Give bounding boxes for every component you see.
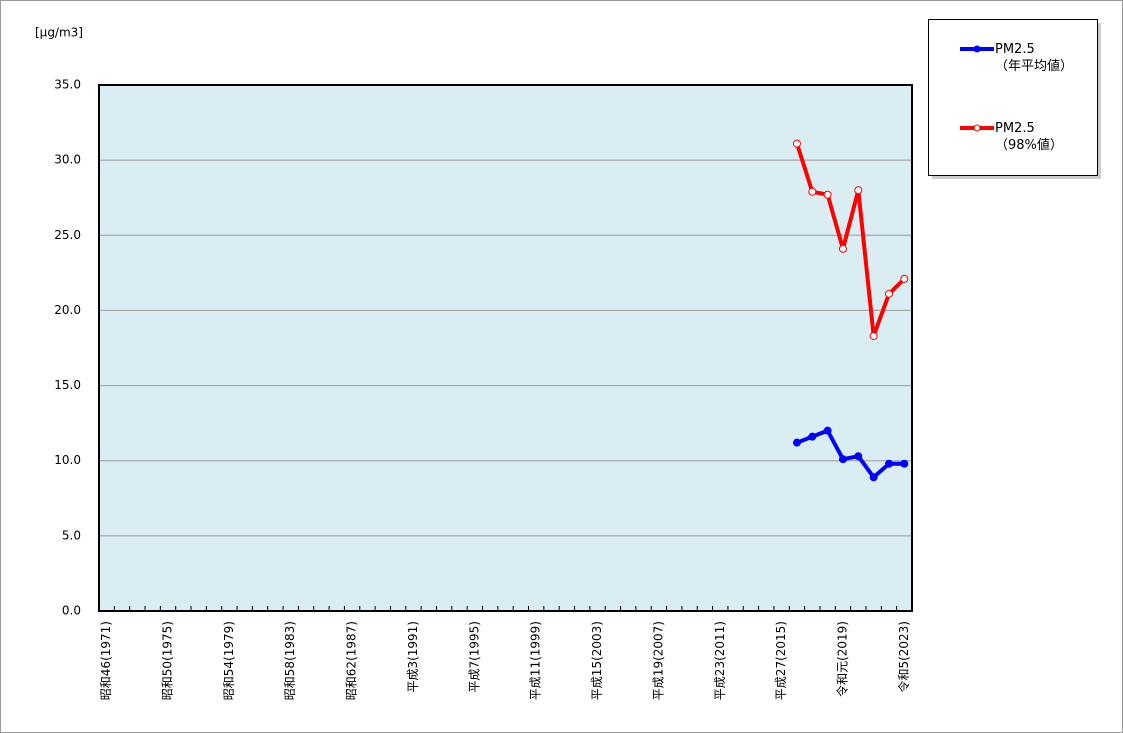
x-tick-label: 平成23(2011)	[713, 621, 727, 700]
point	[838, 244, 847, 253]
x-tick-label: 昭和50(1975)	[161, 621, 175, 700]
y-tick-label: 0.0	[62, 604, 81, 618]
plot-border	[98, 84, 913, 612]
point	[869, 473, 878, 482]
y-tick-label: 35.0	[54, 78, 81, 92]
point	[854, 186, 863, 195]
x-tick-label: 平成3(1991)	[406, 621, 420, 693]
plot-area	[99, 85, 912, 611]
x-tick-label: 昭和62(1987)	[345, 621, 359, 700]
x-tick-label: 令和元(2019)	[834, 621, 849, 697]
x-tick-label: 平成19(2007)	[651, 621, 665, 700]
legend-box	[928, 19, 1098, 176]
legend-marker	[973, 124, 981, 132]
x-tick-label: 昭和54(1979)	[222, 621, 236, 700]
x-tick-label: 平成15(2003)	[590, 621, 604, 700]
point	[792, 438, 801, 447]
point	[792, 139, 801, 148]
x-tick-label: 昭和58(1983)	[283, 621, 297, 700]
point	[823, 190, 832, 199]
point	[884, 459, 893, 468]
point	[869, 331, 878, 340]
point	[808, 187, 817, 196]
point	[900, 274, 909, 283]
point	[823, 426, 832, 435]
y-tick-label: 30.0	[54, 153, 81, 167]
point	[900, 459, 909, 468]
y-tick-label: 5.0	[62, 528, 81, 542]
x-tick-label: 昭和46(1971)	[99, 621, 113, 700]
point	[838, 455, 847, 464]
legend-label: PM2.5 （98%値）	[995, 121, 1063, 153]
point	[854, 452, 863, 461]
y-tick-label: 20.0	[54, 303, 81, 317]
y-tick-label: 15.0	[54, 378, 81, 392]
y-tick-label: 25.0	[54, 228, 81, 242]
x-tick-label: 令和5(2023)	[896, 621, 911, 693]
legend-marker	[973, 45, 981, 53]
y-axis-label: [µg/m3]	[35, 26, 83, 40]
point	[808, 432, 817, 441]
y-tick-label: 10.0	[54, 453, 81, 467]
x-tick-label: 平成11(1999)	[529, 621, 543, 700]
x-tick-label: 平成27(2015)	[774, 621, 788, 700]
x-tick-label: 平成7(1995)	[467, 621, 481, 693]
legend-label: PM2.5 （年平均値）	[995, 42, 1074, 74]
point	[884, 289, 893, 298]
